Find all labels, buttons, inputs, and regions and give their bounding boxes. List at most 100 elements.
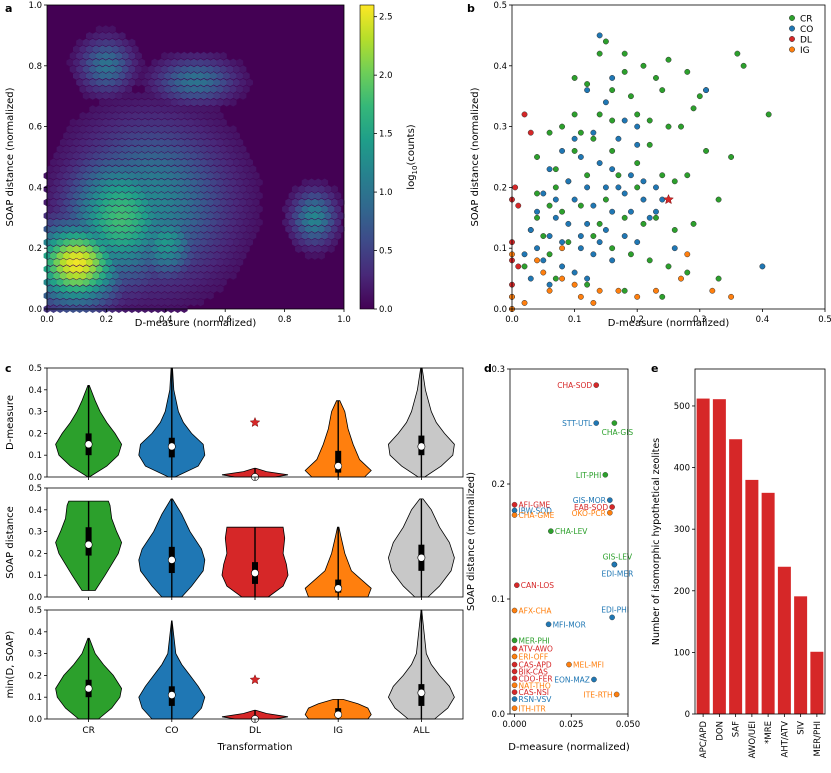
hex-bin <box>190 138 198 147</box>
hex-bin <box>242 178 250 187</box>
hex-bin <box>95 105 103 114</box>
hex-bin <box>200 91 208 100</box>
hex-bin <box>79 191 87 200</box>
hex-bin <box>138 165 146 174</box>
hex-bin <box>59 231 67 240</box>
hex-bin <box>141 185 149 194</box>
hex-bin <box>73 298 80 307</box>
hex-bin <box>151 178 159 187</box>
hex-bin <box>206 51 214 60</box>
point-cr <box>584 81 591 87</box>
hex-bin <box>242 151 250 160</box>
point-co <box>584 220 591 227</box>
hex-bin <box>206 145 214 154</box>
hex-bin <box>102 251 110 260</box>
point-label: NAT-THO <box>519 681 551 690</box>
hex-bin <box>76 265 84 273</box>
hex-bin <box>50 238 57 247</box>
hex-bin <box>135 105 142 114</box>
hex-bin <box>122 145 129 154</box>
point-ig <box>634 293 641 300</box>
hex-bin <box>318 198 325 207</box>
hex-bin <box>138 231 146 240</box>
point-co <box>540 257 547 264</box>
hex-bin <box>99 285 106 293</box>
axes-frame <box>46 4 345 310</box>
point-label: LIT-PHI <box>576 471 601 480</box>
hex-bin <box>236 205 244 214</box>
hex-bin <box>135 185 142 194</box>
hex-bin <box>187 131 195 140</box>
y-tick-label: 200 <box>674 587 690 597</box>
hex-bin <box>79 218 87 227</box>
point-label: BIK-CAS <box>519 667 549 676</box>
hex-bin <box>141 78 149 87</box>
hex-bin <box>239 185 247 194</box>
hex-bin <box>203 151 211 160</box>
hex-bin <box>233 198 240 207</box>
hex-bin <box>233 211 240 220</box>
point-co <box>596 239 603 246</box>
star-marker <box>249 674 261 685</box>
point-cr <box>559 208 566 215</box>
hex-bin <box>92 151 100 160</box>
hex-bin <box>157 191 165 200</box>
hex-bin <box>220 118 227 127</box>
y-tick-label: 0.6 <box>28 123 42 133</box>
hex-bin <box>50 158 57 167</box>
hex-bin <box>285 225 293 233</box>
violin-iqr-box <box>335 450 342 473</box>
hex-bin <box>223 271 231 280</box>
hex-bin <box>131 178 139 187</box>
hex-bin <box>295 191 302 200</box>
y-tick-label: 0.1 <box>28 693 42 703</box>
hex-bin <box>99 165 106 174</box>
hex-bin <box>184 205 191 214</box>
x-tick-label: 0.2 <box>630 315 644 325</box>
hex-bin <box>304 251 312 260</box>
point-cr <box>634 160 641 167</box>
hex-bin <box>128 225 136 233</box>
hex-bin <box>318 185 325 194</box>
bar <box>794 596 808 714</box>
hex-bin <box>135 251 142 260</box>
hex-bin <box>102 145 110 154</box>
hex-bin <box>161 145 168 154</box>
legend-marker <box>789 25 795 32</box>
hex-bin <box>216 231 224 240</box>
hex-bin <box>125 231 133 240</box>
point <box>611 561 618 568</box>
hex-bin <box>79 111 87 120</box>
panel-d-labeled-scatter: CHA-SODSTT-UTLCHA-GISLIT-PHIAFI-GMEGIS-M… <box>466 365 640 753</box>
hex-bin <box>233 265 240 273</box>
x-category-label: DON <box>715 721 725 741</box>
hex-bin <box>115 225 123 233</box>
hex-bin <box>177 58 185 67</box>
hex-bin <box>131 218 139 227</box>
hex-bin <box>151 85 159 94</box>
hex-bin <box>216 165 224 174</box>
hex-bin <box>141 278 149 287</box>
y-tick-label: 0.3 <box>28 650 42 660</box>
hex-bin <box>66 138 74 147</box>
hex-bin <box>122 238 129 247</box>
hex-bin <box>138 58 146 67</box>
hex-bin <box>288 205 296 214</box>
hex-bin <box>184 58 191 67</box>
point-label: ITE-RTH <box>584 690 613 699</box>
hex-bin <box>213 185 221 194</box>
hex-bin <box>311 251 319 260</box>
panel-a-hexbin: 0.0 0.2 0.4 0.6 0.8 1.00.00.20.40.60.81.0D-me… <box>5 1 419 329</box>
hex-bin <box>76 251 84 260</box>
hex-bin <box>131 231 139 240</box>
bar <box>777 566 791 714</box>
point-co <box>565 220 572 227</box>
point <box>609 504 615 510</box>
hex-bin <box>180 225 188 233</box>
hex-bin <box>122 198 129 207</box>
hex-bin <box>151 205 159 214</box>
point-co <box>596 160 603 167</box>
hex-bin <box>66 191 74 200</box>
hex-bin <box>193 158 201 167</box>
